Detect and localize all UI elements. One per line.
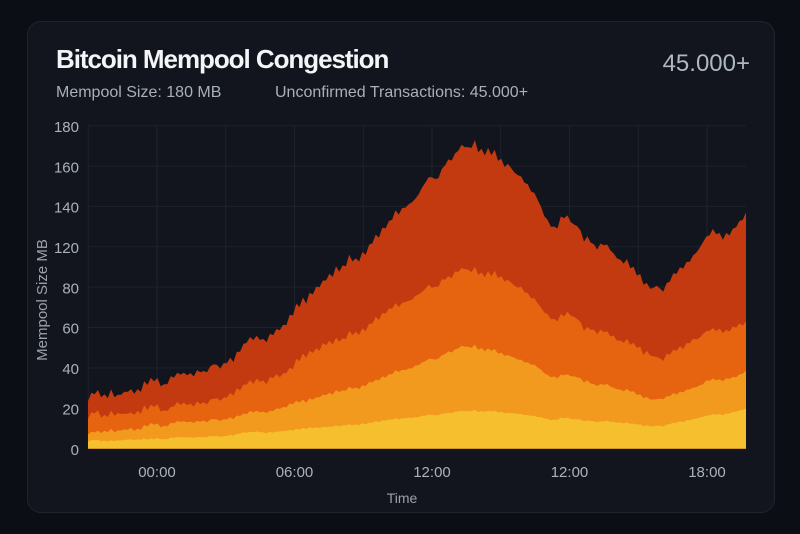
svg-text:12:00: 12:00 xyxy=(413,464,451,481)
svg-text:Mempool Size MB: Mempool Size MB xyxy=(34,239,51,361)
svg-text:160: 160 xyxy=(54,159,79,176)
svg-text:60: 60 xyxy=(62,321,79,338)
svg-text:180: 180 xyxy=(54,119,79,136)
svg-text:120: 120 xyxy=(54,240,79,257)
svg-text:20: 20 xyxy=(62,401,79,418)
svg-text:Time: Time xyxy=(387,490,418,506)
svg-text:00:00: 00:00 xyxy=(138,464,176,481)
svg-text:06:00: 06:00 xyxy=(276,464,314,481)
svg-text:18:00: 18:00 xyxy=(688,464,726,481)
svg-text:0: 0 xyxy=(71,442,79,459)
svg-text:80: 80 xyxy=(62,280,79,297)
svg-text:12:00: 12:00 xyxy=(551,464,589,481)
svg-text:140: 140 xyxy=(54,200,79,217)
svg-text:40: 40 xyxy=(62,361,79,378)
